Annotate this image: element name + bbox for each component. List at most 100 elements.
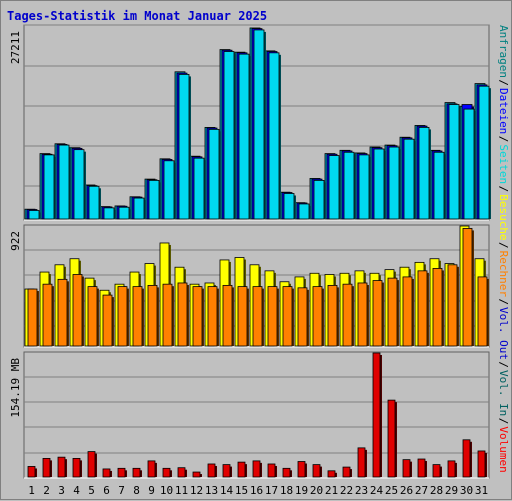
bar	[147, 284, 158, 347]
bar-volume-volumen	[207, 463, 217, 478]
bar	[313, 179, 325, 220]
bar-volume-volumen	[297, 461, 307, 478]
day-label: 26	[400, 484, 413, 497]
bar-visits-rechner	[372, 280, 384, 347]
day-label: 29	[445, 484, 458, 497]
bar	[147, 460, 156, 478]
day-label: 21	[325, 484, 338, 497]
bar-visits-rechner	[327, 284, 339, 347]
day-label: 24	[370, 484, 384, 497]
panel-volume: 154.19 MB	[9, 351, 490, 479]
bar	[27, 466, 36, 478]
bar-volume-volumen	[462, 439, 472, 478]
bar	[28, 210, 40, 220]
legend--: /	[497, 418, 510, 425]
bar	[253, 29, 265, 220]
bar	[57, 456, 66, 478]
bar	[328, 155, 340, 220]
bar-visits-rechner	[237, 286, 249, 347]
bar-requests-seiten	[58, 144, 71, 220]
bar-visits-rechner	[267, 286, 279, 347]
bar-requests-seiten	[433, 151, 446, 220]
bar	[178, 74, 190, 220]
bar-visits-rechner	[252, 286, 264, 347]
bar	[103, 207, 115, 220]
bar	[72, 274, 83, 347]
bar	[283, 193, 295, 220]
bar	[387, 277, 398, 347]
bar-volume-volumen	[432, 464, 442, 478]
bar-visits-rechner	[57, 278, 69, 347]
bar	[448, 104, 460, 220]
bar	[177, 467, 186, 478]
day-label: 22	[340, 484, 353, 497]
day-label: 30	[460, 484, 473, 497]
bar-volume-volumen	[102, 468, 112, 478]
bar	[402, 459, 411, 478]
bar	[477, 450, 486, 478]
bar-volume-volumen	[357, 447, 367, 478]
bar	[207, 463, 216, 478]
day-label: 4	[73, 484, 80, 497]
bar-visits-rechner	[192, 286, 204, 347]
bar-requests-seiten	[418, 127, 431, 220]
bar	[297, 461, 306, 478]
bar	[73, 149, 85, 220]
bar	[343, 151, 355, 220]
bar-volume-volumen	[312, 464, 322, 478]
bar	[417, 270, 428, 347]
bar	[208, 128, 220, 220]
bar	[403, 138, 415, 220]
bar-requests-seiten	[238, 53, 251, 220]
legend-anfragen: Anfragen	[497, 25, 510, 78]
bar	[432, 268, 443, 347]
bar	[372, 352, 381, 478]
legend-rechner: Rechner	[497, 251, 510, 298]
bar-requests-seiten	[43, 154, 56, 220]
bar	[193, 157, 205, 220]
legend--: /	[497, 186, 510, 193]
bar-volume-volumen	[132, 467, 142, 478]
bar	[42, 457, 51, 478]
bar-requests-seiten	[343, 151, 356, 220]
bar	[418, 127, 430, 220]
bar-visits-rechner	[447, 264, 459, 347]
bar	[267, 286, 278, 347]
bar-requests-seiten	[358, 154, 371, 220]
y-max-label: 154.19 MB	[9, 358, 22, 418]
legend--: /	[497, 298, 510, 305]
bar-volume-volumen	[402, 459, 412, 478]
bar-volume-volumen	[72, 457, 82, 478]
bar	[222, 284, 233, 347]
bar	[102, 468, 111, 478]
bar-requests-seiten	[328, 155, 341, 220]
bar	[312, 286, 323, 347]
bar-requests-seiten	[118, 206, 131, 220]
day-label: 16	[250, 484, 263, 497]
bar	[162, 283, 173, 347]
bar	[133, 197, 145, 220]
bar-visits-rechner	[162, 283, 174, 347]
bar	[433, 151, 445, 220]
day-label: 20	[310, 484, 323, 497]
bar	[162, 467, 171, 478]
day-label: 9	[148, 484, 155, 497]
bar	[447, 460, 456, 478]
bar	[327, 470, 336, 478]
y-max-label: 27211	[9, 31, 22, 64]
bar-visits-rechner	[177, 282, 189, 347]
bar-visits-rechner	[147, 284, 159, 347]
day-label: 11	[175, 484, 188, 497]
bar	[27, 288, 38, 347]
bar	[148, 179, 160, 220]
legend-seiten: Seiten	[497, 144, 510, 184]
bar-visits-rechner	[417, 270, 429, 347]
bar	[267, 463, 276, 478]
bar	[222, 464, 231, 478]
bar-visits-rechner	[402, 276, 414, 347]
bar	[223, 51, 235, 220]
panel-frame	[23, 351, 490, 479]
bar	[312, 464, 321, 478]
bar	[462, 439, 471, 478]
bar-volume-volumen	[147, 460, 157, 478]
